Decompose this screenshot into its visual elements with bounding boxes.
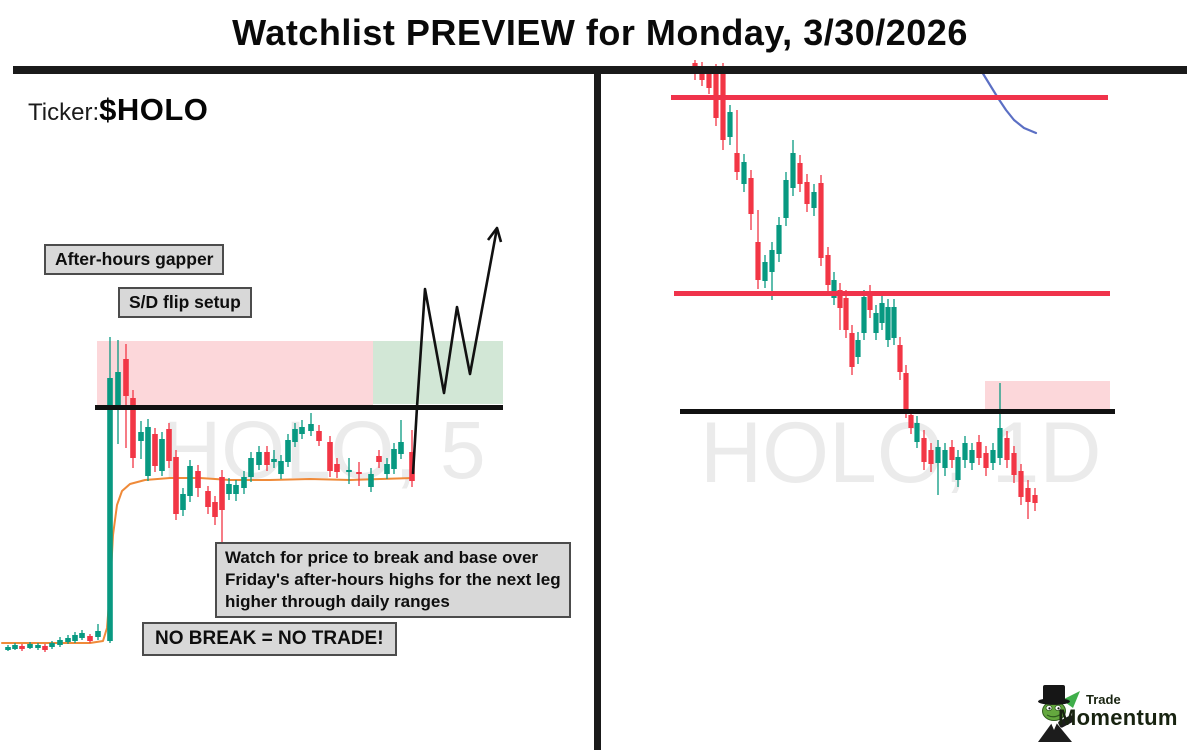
page-title: Watchlist PREVIEW for Monday, 3/30/2026 [232, 12, 968, 53]
watermark-left-chart: HOLO, 5 [162, 405, 486, 496]
annotation-after-hours-gapper: After-hours gapper [44, 244, 225, 275]
annotation-no-break-no-trade: NO BREAK = NO TRADE! [142, 622, 397, 656]
logo-text-trade: Trade [1086, 692, 1121, 707]
ticker: Ticker: $HOLO [28, 92, 208, 128]
frog-mascot-icon [1038, 685, 1080, 742]
ticker-label: Ticker: [28, 99, 100, 126]
annotation-sd-flip-setup: S/D flip setup [118, 287, 252, 318]
brand-logo: Trade Momentum [1030, 684, 1200, 744]
annotation-watch-note: Watch for price to break and base over F… [215, 542, 571, 618]
logo-text-momentum: Momentum [1058, 705, 1178, 730]
ticker-symbol: $HOLO [99, 92, 209, 127]
watermark-right-chart: HOLO, 1D [700, 405, 1102, 501]
